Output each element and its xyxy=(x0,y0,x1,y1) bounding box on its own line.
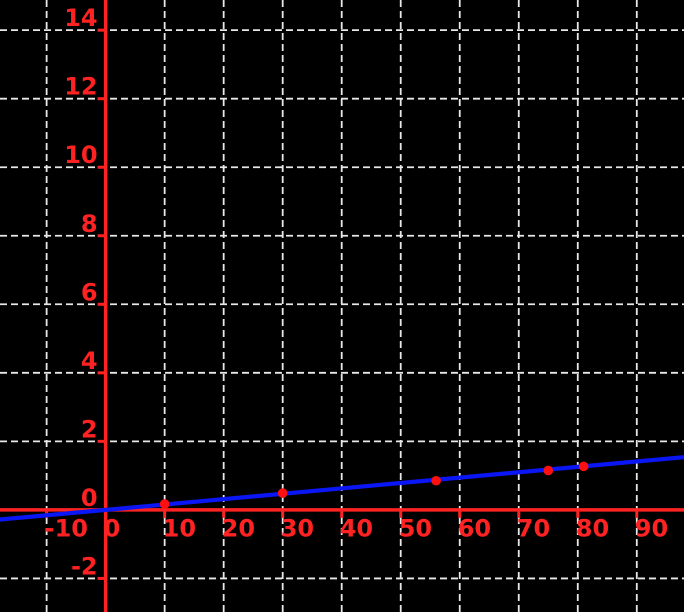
x-tick-label: 90 xyxy=(635,514,668,542)
data-point xyxy=(578,461,589,472)
data-point xyxy=(159,499,170,509)
x-tick-label: -10 xyxy=(45,514,88,542)
y-tick-label: 6 xyxy=(81,278,98,306)
x-tick-label: 70 xyxy=(517,514,550,542)
y-tick-label: 8 xyxy=(81,210,98,238)
best-fit-line xyxy=(0,455,684,522)
x-tick-label: 0 xyxy=(104,514,121,542)
data-point xyxy=(431,475,441,486)
y-tick-label: 12 xyxy=(64,73,97,101)
y-tick-label: 10 xyxy=(64,141,97,169)
y-tick-label: 0 xyxy=(81,484,98,512)
x-tick-label: 80 xyxy=(576,514,609,542)
y-tick-label: 14 xyxy=(64,4,97,32)
y-tick-label: 4 xyxy=(81,347,98,375)
y-tick-label: -2 xyxy=(71,552,98,580)
x-tick-label: 50 xyxy=(399,514,432,542)
data-point xyxy=(543,465,554,476)
x-tick-label: 10 xyxy=(163,514,196,542)
x-tick-label: 30 xyxy=(281,514,314,542)
x-tick-label: 60 xyxy=(458,514,491,542)
x-tick-label: 20 xyxy=(222,514,255,542)
data-point xyxy=(277,488,288,498)
y-tick-label: 2 xyxy=(81,415,98,443)
x-tick-label: 40 xyxy=(340,514,373,542)
